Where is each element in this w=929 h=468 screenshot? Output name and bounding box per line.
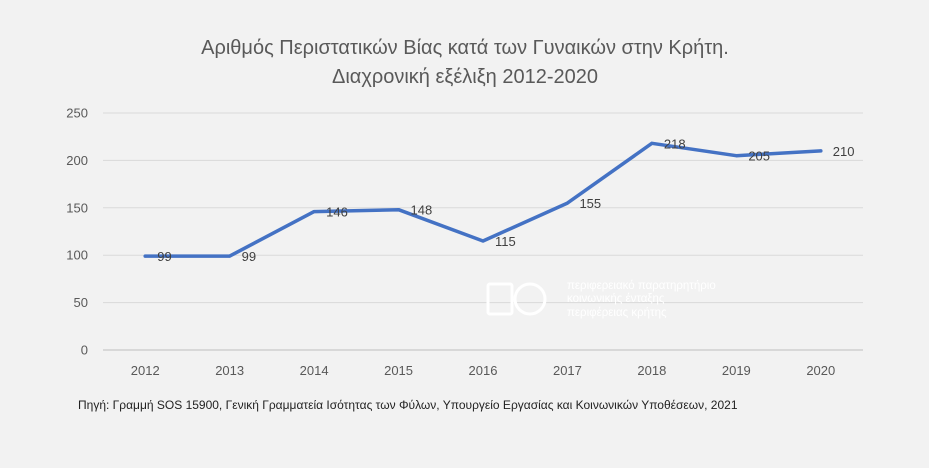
source-note: Πηγή: Γραμμή SOS 15900, Γενική Γραμματεί… — [78, 398, 738, 412]
x-axis: 2012 2013 2014 2015 2016 2017 2018 2019 2020 — [131, 363, 835, 378]
data-point — [228, 254, 232, 258]
data-point — [481, 239, 485, 243]
data-label: 218 — [664, 136, 686, 151]
data-label: 99 — [157, 249, 171, 264]
data-point — [143, 254, 147, 258]
x-tick-label: 2015 — [384, 363, 413, 378]
watermark-line-2: κοινωνικής ένταξης — [567, 293, 665, 305]
data-label: 148 — [411, 203, 433, 218]
data-label: 115 — [495, 234, 516, 249]
x-tick-label: 2014 — [300, 363, 329, 378]
data-label: 146 — [326, 205, 348, 220]
y-tick-label: 0 — [81, 343, 88, 358]
observatory-logo — [486, 282, 547, 316]
watermark-line-3: περιφέρειας κρήτης — [567, 307, 667, 319]
x-tick-label: 2013 — [215, 363, 244, 378]
data-label: 99 — [242, 249, 256, 264]
x-tick-label: 2020 — [806, 363, 835, 378]
y-tick-label: 200 — [66, 153, 88, 168]
data-point — [650, 141, 654, 145]
data-label: 210 — [833, 144, 855, 159]
x-tick-label: 2017 — [553, 363, 582, 378]
y-axis: 0 50 100 150 200 250 — [66, 106, 88, 358]
x-tick-label: 2016 — [469, 363, 498, 378]
data-point — [312, 210, 316, 214]
series-layer — [143, 141, 823, 258]
data-label: 155 — [579, 196, 601, 211]
x-tick-label: 2019 — [722, 363, 751, 378]
y-tick-label: 250 — [66, 106, 88, 121]
x-tick-label: 2018 — [637, 363, 666, 378]
chart-title-line-2: Διαχρονική εξέλιξη 2012-2020 — [332, 66, 598, 88]
watermark-line-1: περιφερειακό παρατηρητήριο — [567, 280, 716, 292]
data-point — [565, 201, 569, 205]
data-point — [397, 208, 401, 212]
x-tick-label: 2012 — [131, 363, 160, 378]
y-tick-label: 150 — [66, 200, 88, 215]
data-label: 205 — [748, 149, 770, 164]
data-labels: 99 99 146 148 115 155 218 205 210 — [157, 136, 854, 264]
y-tick-label: 50 — [74, 295, 88, 310]
y-tick-label: 100 — [66, 248, 88, 263]
data-point — [734, 154, 738, 158]
chart-title-line-1: Αριθμός Περιστατικών Βίας κατά των Γυναι… — [201, 37, 729, 59]
data-point — [819, 149, 823, 153]
watermark: περιφερειακό παρατηρητήριο κοινωνικής έν… — [486, 280, 716, 319]
